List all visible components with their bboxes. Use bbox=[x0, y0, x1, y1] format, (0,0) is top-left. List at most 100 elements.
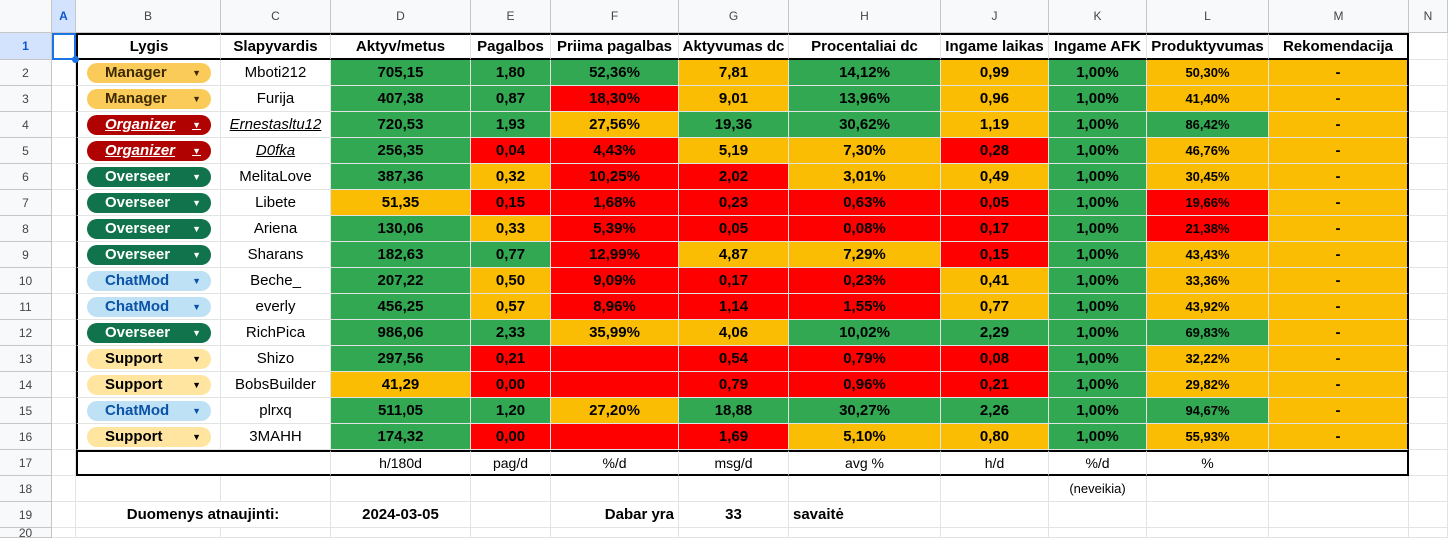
cell-empty[interactable] bbox=[1409, 164, 1448, 190]
chevron-down-icon[interactable]: ▼ bbox=[192, 275, 201, 286]
cell-empty[interactable] bbox=[1269, 528, 1409, 538]
cell-empty[interactable] bbox=[76, 528, 221, 538]
cell-empty[interactable] bbox=[52, 346, 76, 372]
nickname-cell[interactable]: Libete bbox=[221, 190, 331, 216]
metric-cell-akt_dc[interactable]: 0,17 bbox=[679, 268, 789, 294]
column-header-c[interactable]: C bbox=[221, 0, 331, 33]
cell-empty[interactable] bbox=[1409, 112, 1448, 138]
role-cell[interactable]: Overseer ▼ bbox=[76, 164, 221, 190]
header-2[interactable]: Slapyvardis bbox=[221, 33, 331, 60]
metric-cell-priima[interactable]: 52,36% bbox=[551, 60, 679, 86]
recommendation-cell[interactable]: - bbox=[1269, 268, 1409, 294]
cell-empty[interactable] bbox=[52, 268, 76, 294]
cell-empty[interactable] bbox=[1269, 476, 1409, 502]
chevron-down-icon[interactable]: ▼ bbox=[192, 431, 201, 442]
metric-cell-priima[interactable]: 27,20% bbox=[551, 398, 679, 424]
cell-empty[interactable] bbox=[1409, 372, 1448, 398]
chevron-down-icon[interactable]: ▼ bbox=[192, 93, 201, 104]
metric-cell-aktyv[interactable]: 720,53 bbox=[331, 112, 471, 138]
metric-cell-ingame[interactable]: 0,49 bbox=[941, 164, 1049, 190]
metric-cell-prod[interactable]: 55,93% bbox=[1147, 424, 1269, 450]
metric-cell-proc_dc[interactable]: 0,23% bbox=[789, 268, 941, 294]
row-header-15[interactable]: 15 bbox=[0, 398, 52, 424]
metric-cell-pag[interactable]: 0,33 bbox=[471, 216, 551, 242]
metric-cell-akt_dc[interactable]: 0,23 bbox=[679, 190, 789, 216]
metric-cell-proc_dc[interactable]: 0,79% bbox=[789, 346, 941, 372]
unit-label[interactable]: pag/d bbox=[471, 450, 551, 476]
metric-cell-prod[interactable]: 30,45% bbox=[1147, 164, 1269, 190]
cell-empty[interactable] bbox=[471, 502, 551, 528]
row-header-2[interactable]: 2 bbox=[0, 60, 52, 86]
metric-cell-proc_dc[interactable]: 10,02% bbox=[789, 320, 941, 346]
metric-cell-akt_dc[interactable]: 0,79 bbox=[679, 372, 789, 398]
row-header-4[interactable]: 4 bbox=[0, 112, 52, 138]
fill-handle[interactable] bbox=[72, 56, 79, 63]
column-header-j[interactable]: J bbox=[941, 0, 1049, 33]
metric-cell-ingame[interactable]: 0,96 bbox=[941, 86, 1049, 112]
cell-empty[interactable] bbox=[1409, 502, 1448, 528]
metric-cell-akt_dc[interactable]: 4,87 bbox=[679, 242, 789, 268]
column-header-g[interactable]: G bbox=[679, 0, 789, 33]
unit-label[interactable]: %/d bbox=[551, 450, 679, 476]
row-header-8[interactable]: 8 bbox=[0, 216, 52, 242]
role-cell[interactable]: ChatMod ▼ bbox=[76, 398, 221, 424]
cell-empty[interactable] bbox=[52, 528, 76, 538]
recommendation-cell[interactable]: - bbox=[1269, 398, 1409, 424]
recommendation-cell[interactable]: - bbox=[1269, 424, 1409, 450]
recommendation-cell[interactable]: - bbox=[1269, 320, 1409, 346]
cell-empty[interactable] bbox=[52, 320, 76, 346]
row-header-12[interactable]: 12 bbox=[0, 320, 52, 346]
header-8[interactable]: Ingame laikas bbox=[941, 33, 1049, 60]
metric-cell-prod[interactable]: 43,43% bbox=[1147, 242, 1269, 268]
unit-label[interactable]: h/180d bbox=[331, 450, 471, 476]
metric-cell-afk[interactable]: 1,00% bbox=[1049, 164, 1147, 190]
chevron-down-icon[interactable]: ▼ bbox=[192, 171, 201, 182]
role-cell[interactable]: Support ▼ bbox=[76, 346, 221, 372]
role-dropdown-chip[interactable]: Support ▼ bbox=[87, 426, 211, 447]
metric-cell-pag[interactable]: 0,50 bbox=[471, 268, 551, 294]
role-cell[interactable]: Overseer ▼ bbox=[76, 242, 221, 268]
row-header-9[interactable]: 9 bbox=[0, 242, 52, 268]
cell-empty[interactable] bbox=[551, 476, 679, 502]
metric-cell-afk[interactable]: 1,00% bbox=[1049, 138, 1147, 164]
metric-cell-pag[interactable]: 0,04 bbox=[471, 138, 551, 164]
cell-empty[interactable] bbox=[1409, 268, 1448, 294]
unit-label[interactable]: msg/d bbox=[679, 450, 789, 476]
metric-cell-pag[interactable]: 1,93 bbox=[471, 112, 551, 138]
metric-cell-ingame[interactable]: 2,29 bbox=[941, 320, 1049, 346]
role-dropdown-chip[interactable]: Manager ▼ bbox=[87, 88, 211, 109]
nickname-cell[interactable]: Sharans bbox=[221, 242, 331, 268]
header-9[interactable]: Ingame AFK bbox=[1049, 33, 1147, 60]
metric-cell-proc_dc[interactable]: 0,08% bbox=[789, 216, 941, 242]
metric-cell-aktyv[interactable]: 130,06 bbox=[331, 216, 471, 242]
row-header-10[interactable]: 10 bbox=[0, 268, 52, 294]
metric-cell-prod[interactable]: 32,22% bbox=[1147, 346, 1269, 372]
metric-cell-akt_dc[interactable]: 19,36 bbox=[679, 112, 789, 138]
metric-cell-afk[interactable]: 1,00% bbox=[1049, 398, 1147, 424]
nickname-cell[interactable]: Beche_ bbox=[221, 268, 331, 294]
metric-cell-prod[interactable]: 46,76% bbox=[1147, 138, 1269, 164]
metric-cell-proc_dc[interactable]: 5,10% bbox=[789, 424, 941, 450]
metric-cell-prod[interactable]: 69,83% bbox=[1147, 320, 1269, 346]
row-header-18[interactable]: 18 bbox=[0, 476, 52, 502]
recommendation-cell[interactable]: - bbox=[1269, 60, 1409, 86]
chevron-down-icon[interactable]: ▼ bbox=[192, 223, 201, 234]
cell-empty[interactable] bbox=[471, 476, 551, 502]
metric-cell-akt_dc[interactable]: 4,06 bbox=[679, 320, 789, 346]
metric-cell-aktyv[interactable]: 256,35 bbox=[331, 138, 471, 164]
metric-cell-pag[interactable]: 1,80 bbox=[471, 60, 551, 86]
metric-cell-proc_dc[interactable]: 7,30% bbox=[789, 138, 941, 164]
role-dropdown-chip[interactable]: Support ▼ bbox=[87, 374, 211, 395]
now-label[interactable]: Dabar yra bbox=[551, 502, 679, 528]
metric-cell-afk[interactable]: 1,00% bbox=[1049, 242, 1147, 268]
cell-empty[interactable] bbox=[1409, 216, 1448, 242]
nickname-cell[interactable]: plrxq bbox=[221, 398, 331, 424]
metric-cell-priima[interactable]: 1,68% bbox=[551, 190, 679, 216]
metric-cell-aktyv[interactable]: 41,29 bbox=[331, 372, 471, 398]
recommendation-cell[interactable]: - bbox=[1269, 138, 1409, 164]
nickname-cell[interactable]: 3MAHH bbox=[221, 424, 331, 450]
metric-cell-aktyv[interactable]: 297,56 bbox=[331, 346, 471, 372]
cell-empty[interactable] bbox=[52, 450, 76, 476]
metric-cell-prod[interactable]: 50,30% bbox=[1147, 60, 1269, 86]
